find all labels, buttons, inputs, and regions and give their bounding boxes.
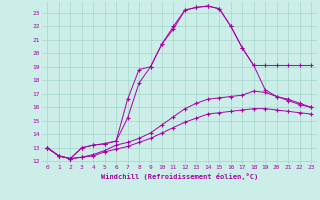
X-axis label: Windchill (Refroidissement éolien,°C): Windchill (Refroidissement éolien,°C)	[100, 173, 258, 180]
